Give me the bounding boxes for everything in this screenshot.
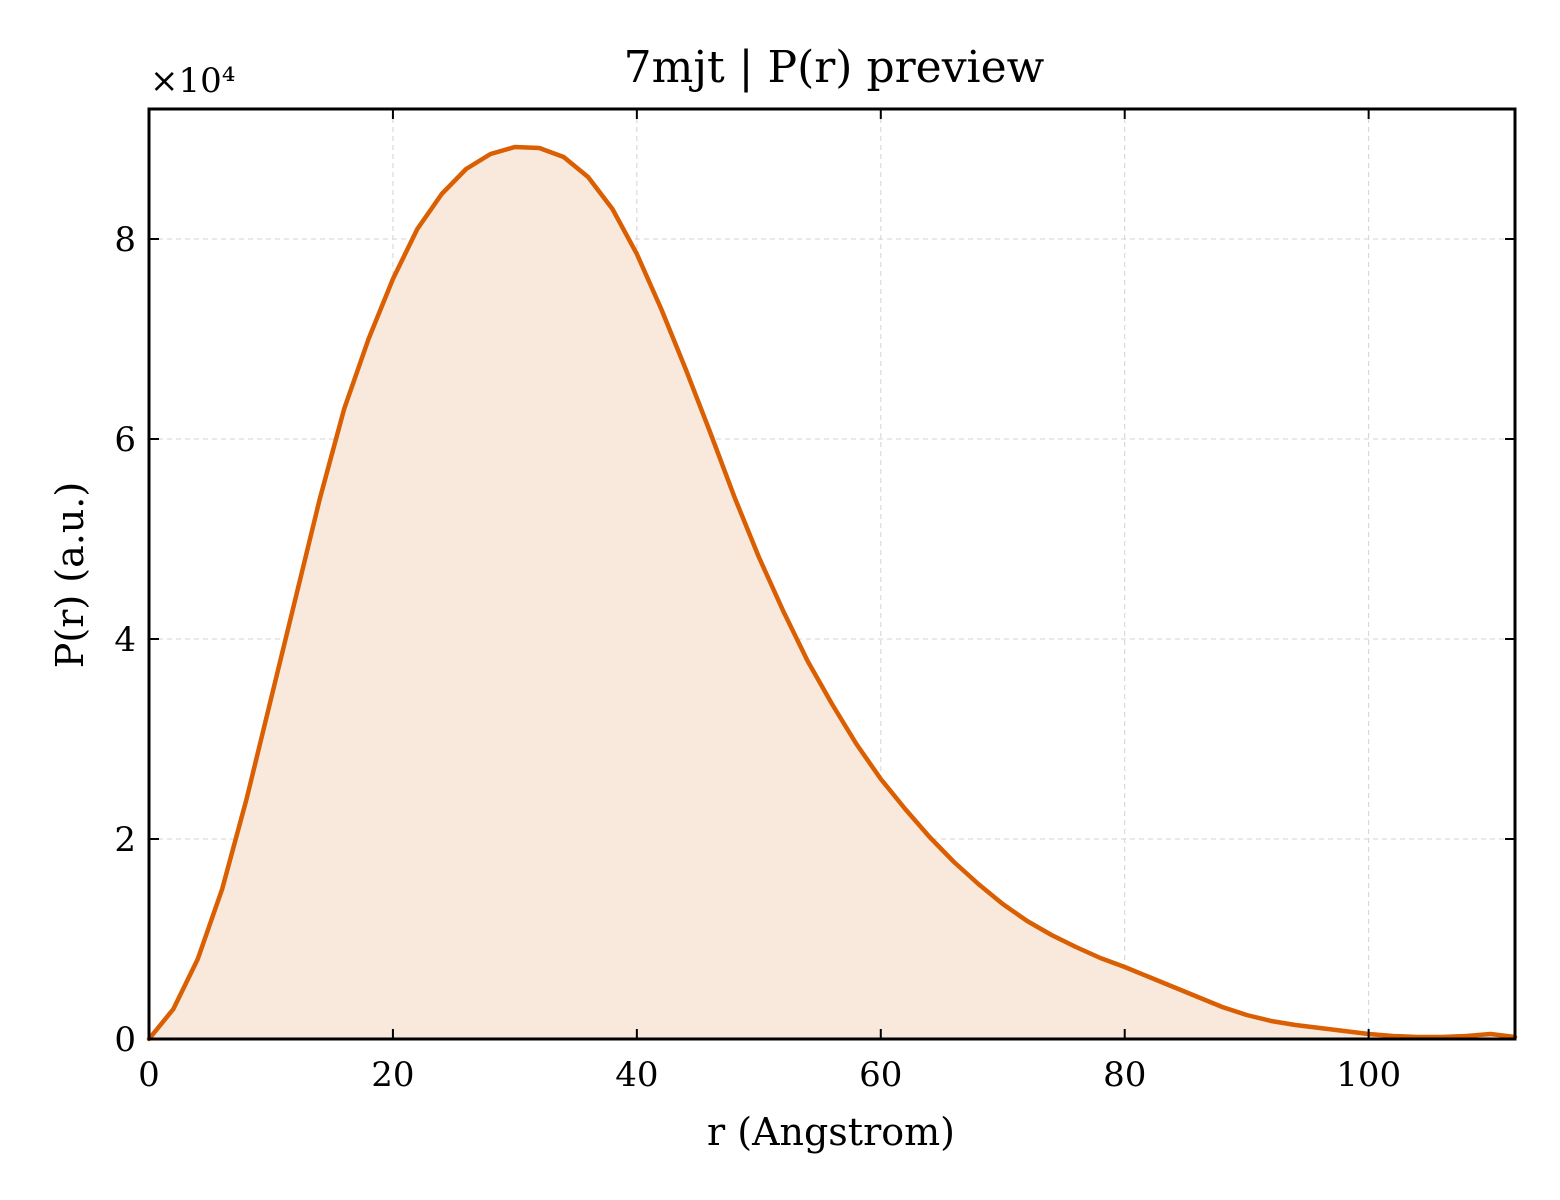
chart-title: 7mjt | P(r) preview — [624, 42, 1045, 93]
x-tick-label: 0 — [138, 1055, 160, 1095]
x-tick-label: 80 — [1103, 1055, 1146, 1095]
y-axis-multiplier: ×10⁴ — [150, 61, 235, 101]
y-tick-label: 0 — [114, 1020, 136, 1060]
y-tick-label: 4 — [114, 620, 136, 660]
y-tick-label: 8 — [114, 220, 136, 260]
series-line — [146, 144, 1518, 1042]
y-tick-label: 6 — [114, 420, 136, 460]
plot-area — [146, 144, 1518, 1042]
x-axis-label: r (Angstrom) — [707, 1110, 955, 1154]
x-tick-label: 100 — [1336, 1055, 1401, 1095]
area-fill — [149, 147, 1515, 1039]
y-tick-label: 2 — [114, 820, 136, 860]
x-tick-label: 60 — [859, 1055, 902, 1095]
x-tick-label: 40 — [615, 1055, 658, 1095]
y-axis-label: P(r) (a.u.) — [48, 482, 92, 668]
plot-frame — [147, 107, 1517, 1041]
x-tick-label: 20 — [371, 1055, 414, 1095]
axes-ticks: 0 20 40 60 80 100 0 2 4 6 8 — [114, 107, 1517, 1095]
